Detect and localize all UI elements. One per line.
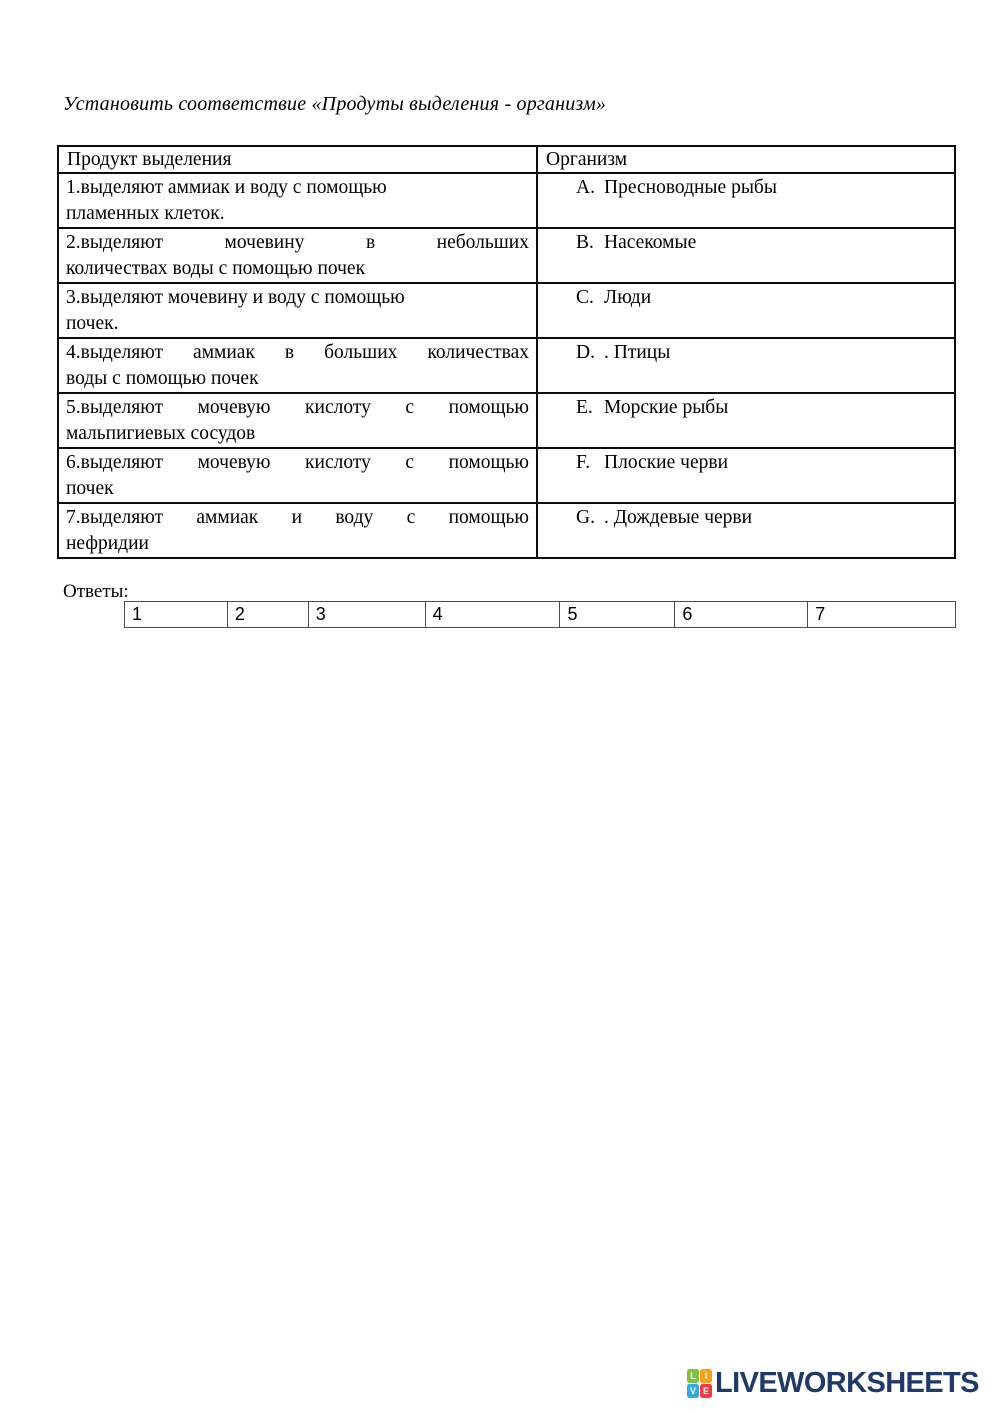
product-cell: 7.выделяют аммиак и воду с помощью нефрид…: [57, 502, 538, 559]
organism-cell: A. Пресноводные рыбы: [536, 172, 956, 229]
product-text-line: 4.выделяют аммиак в больших количествах: [66, 342, 529, 363]
organism-letter: C.: [576, 287, 594, 308]
organism-entry: G. . Дождевые черви: [547, 505, 948, 531]
product-text-line: 6.выделяют мочевую кислоту с помощью: [66, 452, 529, 473]
product-cell: 3.выделяют мочевину и воду с помощью поче…: [57, 282, 538, 339]
product-text-line: мальпигиевых сосудов: [66, 423, 256, 444]
answer-cell-4[interactable]: 4: [426, 602, 561, 627]
product-text-line: 5.выделяют мочевую кислоту с помощью: [66, 397, 529, 418]
answer-cell-7[interactable]: 7: [815, 604, 826, 624]
organism-name: Пресноводные рыбы: [604, 177, 777, 198]
organism-entry: F. Плоские черви: [547, 450, 948, 476]
logo-square-e: E: [700, 1384, 712, 1398]
organism-entry: C. Люди: [547, 285, 948, 311]
matching-table: Продукт выделения Организм 1.выделяют ам…: [57, 145, 956, 559]
logo-square-l: L: [687, 1369, 699, 1383]
organism-name: . Птицы: [604, 342, 671, 363]
product-cell: 2.выделяют мочевину в небольших количеств…: [57, 227, 538, 284]
table-row: 1.выделяют аммиак и воду с помощью пламен…: [57, 172, 956, 229]
product-cell: 5.выделяют мочевую кислоту с помощью маль…: [57, 392, 538, 449]
organism-cell: C. Люди: [536, 282, 956, 339]
organism-name: Плоские черви: [604, 452, 728, 473]
organism-letter: F.: [576, 452, 591, 473]
organism-name: Морские рыбы: [604, 397, 729, 418]
product-text-line: 3.выделяют мочевину и воду с помощью: [66, 287, 405, 308]
product-text-line: почек: [66, 478, 114, 499]
column-header-organism: Организм: [536, 145, 956, 174]
answer-cell-5[interactable]: 5: [560, 602, 676, 627]
organism-name: Насекомые: [604, 232, 697, 253]
organism-entry: A. Пресноводные рыбы: [547, 175, 948, 201]
product-text-line: 7.выделяют аммиак и воду с помощью: [66, 507, 529, 528]
logo-square-i: I: [700, 1369, 712, 1383]
table-header-row: Продукт выделения Организм: [57, 145, 956, 174]
product-text-line: воды с помощью почек: [66, 368, 259, 389]
organism-cell: D. . Птицы: [536, 337, 956, 394]
answer-cell-3[interactable]: 3: [309, 602, 426, 627]
product-cell: 4.выделяют аммиак в больших количествах в…: [57, 337, 538, 394]
answers-label: Ответы:: [63, 581, 129, 602]
product-text-line: 1.выделяют аммиак и воду с помощью: [66, 177, 387, 198]
product-text-line: пламенных клеток.: [66, 203, 225, 224]
organism-cell: G. . Дождевые черви: [536, 502, 956, 559]
organism-letter: B.: [576, 232, 594, 253]
table-row: 7.выделяют аммиак и воду с помощью нефрид…: [57, 502, 956, 559]
organism-name: Люди: [604, 287, 652, 308]
product-cell: 1.выделяют аммиак и воду с помощью пламен…: [57, 172, 538, 229]
organism-cell: E. Морские рыбы: [536, 392, 956, 449]
table-row: 5.выделяют мочевую кислоту с помощью маль…: [57, 392, 956, 449]
answer-cell-2[interactable]: 2: [228, 602, 309, 627]
organism-cell: F. Плоские черви: [536, 447, 956, 504]
table-row: 3.выделяют мочевину и воду с помощью поче…: [57, 282, 956, 339]
logo-square-v: V: [687, 1384, 699, 1398]
product-text-line: 2.выделяют мочевину в небольших: [66, 232, 529, 253]
organism-letter: E.: [576, 397, 593, 418]
table-row: 2.выделяют мочевину в небольших количеств…: [57, 227, 956, 284]
organism-entry: D. . Птицы: [547, 340, 948, 366]
answer-cell-1[interactable]: 1: [125, 602, 228, 627]
worksheet-title: Установить соответствие «Продуты выделен…: [63, 93, 607, 115]
organism-letter: G.: [576, 507, 595, 528]
organism-letter: A.: [576, 177, 595, 198]
organism-entry: B. Насекомые: [547, 230, 948, 256]
match-table-body: 1.выделяют аммиак и воду с помощью пламен…: [57, 172, 956, 559]
table-row: 6.выделяют мочевую кислоту с помощью поче…: [57, 447, 956, 504]
table-row: 4.выделяют аммиак в больших количествах в…: [57, 337, 956, 394]
organism-letter: D.: [576, 342, 595, 363]
product-text-line: почек.: [66, 313, 119, 334]
answer-cell-6[interactable]: 6: [675, 602, 809, 627]
organism-entry: E. Морские рыбы: [547, 395, 948, 421]
product-text-line: нефридии: [66, 533, 149, 554]
product-text-line: количествах воды с помощью почек: [66, 258, 366, 279]
organism-cell: B. Насекомые: [536, 227, 956, 284]
organism-name: . Дождевые черви: [604, 507, 753, 528]
liveworksheets-logo-text: LIVEWORKSHEETS: [715, 1367, 980, 1399]
product-cell: 6.выделяют мочевую кислоту с помощью поче…: [57, 447, 538, 504]
column-header-product: Продукт выделения: [57, 145, 538, 174]
